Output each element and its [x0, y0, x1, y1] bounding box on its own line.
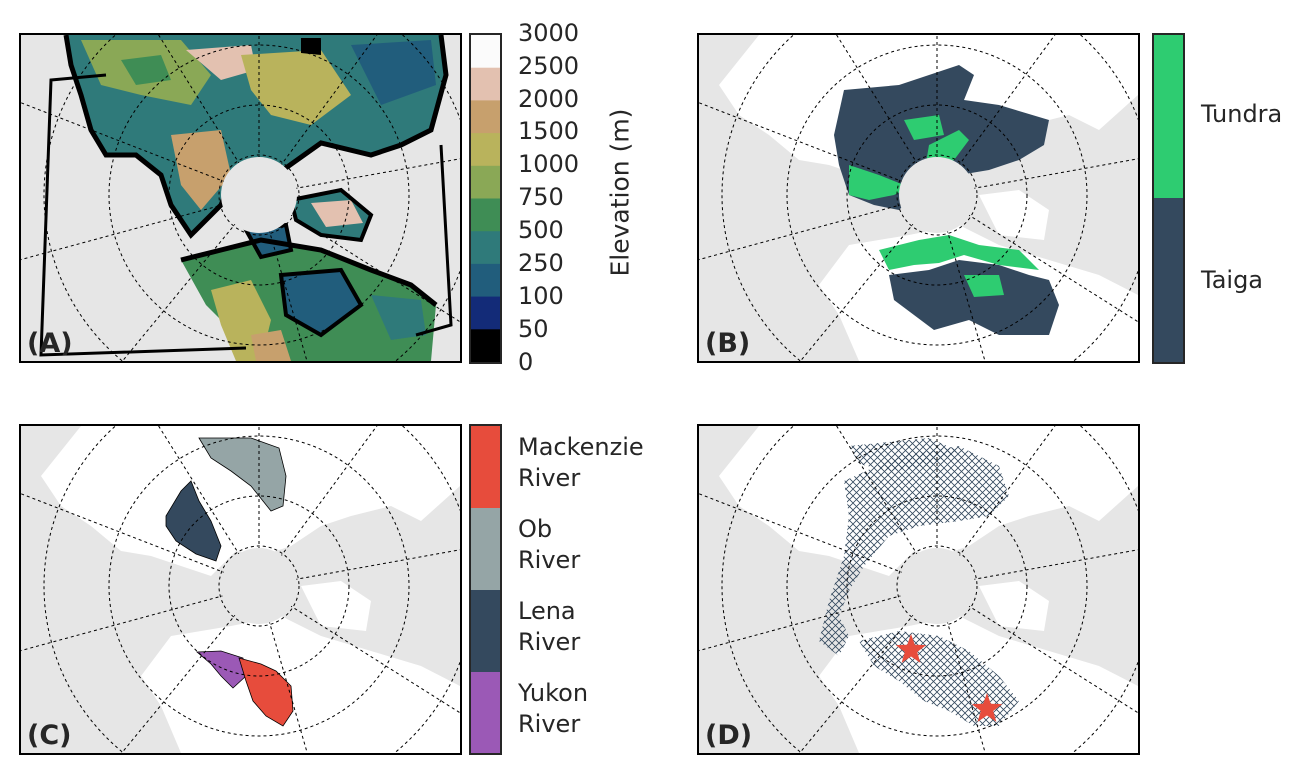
- lena-swatch: [471, 590, 500, 672]
- yukon-basin: [195, 650, 247, 689]
- lena-basin: [165, 480, 222, 562]
- elev-tick: 1000: [518, 150, 580, 178]
- sites-layer: [895, 634, 1003, 722]
- tundra-label: Tundra: [1201, 100, 1283, 128]
- panel-b-biome-map: (B): [697, 33, 1140, 363]
- mackenzie-swatch: [471, 426, 500, 508]
- elevation-swatch: [471, 100, 500, 134]
- elevation-swatch: [471, 165, 500, 199]
- mackenzie-basin: [238, 657, 294, 727]
- elev-tick: 100: [518, 282, 564, 310]
- ob-swatch: [471, 508, 500, 590]
- taiga-label: Taiga: [1201, 266, 1264, 294]
- panel-a-elevation-map: (A): [19, 33, 462, 363]
- elevation-swatch: [471, 263, 500, 298]
- yukon-swatch: [471, 672, 500, 753]
- biome-map: [699, 35, 1138, 361]
- elev-tick: 750: [518, 183, 564, 211]
- site-star-marker: [895, 634, 927, 663]
- panel-c-river-basin-map: (C): [19, 424, 462, 755]
- elevation-colorbar-swatches: [471, 35, 500, 363]
- panel-d-sites-map: (D): [697, 424, 1140, 755]
- hatched-region-eurasia: [819, 446, 1009, 656]
- elev-tick: 0: [518, 348, 534, 376]
- elevation-swatch: [471, 67, 500, 101]
- elev-tick: 3000: [518, 19, 580, 47]
- elev-tick: 1500: [518, 117, 580, 145]
- lena-label: Lena River: [518, 597, 581, 656]
- panel-b-label: (B): [705, 328, 751, 359]
- elevation-colorbar: [469, 33, 502, 364]
- ob-basin: [198, 437, 287, 512]
- sites-map: [699, 426, 1138, 753]
- tundra-north-america: [879, 235, 1039, 270]
- mackenzie-label: Mackenzie River: [518, 433, 644, 492]
- elevation-swatch: [471, 35, 500, 69]
- elev-tick: 500: [518, 216, 564, 244]
- taiga-north-america: [889, 260, 1059, 335]
- elev-tick: 2500: [518, 52, 580, 80]
- tundra-eurasia: [849, 130, 969, 200]
- elev-tick: 2000: [518, 85, 580, 113]
- elevation-map: [21, 35, 460, 361]
- taiga-swatch: [1154, 198, 1183, 362]
- taiga-eurasia: [834, 65, 1049, 210]
- ob-label: Ob River: [518, 515, 581, 574]
- elev-tick: 50: [518, 315, 549, 343]
- tundra-swatch: [1154, 35, 1183, 198]
- elevation-swatch: [471, 231, 500, 265]
- panel-c-label: (C): [27, 720, 72, 751]
- elev-tick: 250: [518, 249, 564, 277]
- river-colorbar: [469, 424, 502, 755]
- hatched-region-north-america: [859, 631, 1019, 726]
- elevation-colorbar-title: Elevation (m): [605, 108, 635, 277]
- panel-d-label: (D): [705, 720, 753, 751]
- elevation-swatch: [471, 198, 500, 232]
- biome-colorbar: [1152, 33, 1185, 364]
- panel-a-label: (A): [27, 328, 73, 359]
- elevation-swatch: [471, 133, 500, 167]
- elevation-swatch: [471, 296, 500, 330]
- site-star-marker: [971, 693, 1003, 722]
- elevation-swatch: [471, 329, 500, 363]
- yukon-label: Yukon River: [518, 679, 589, 738]
- river-basin-map: [21, 426, 460, 753]
